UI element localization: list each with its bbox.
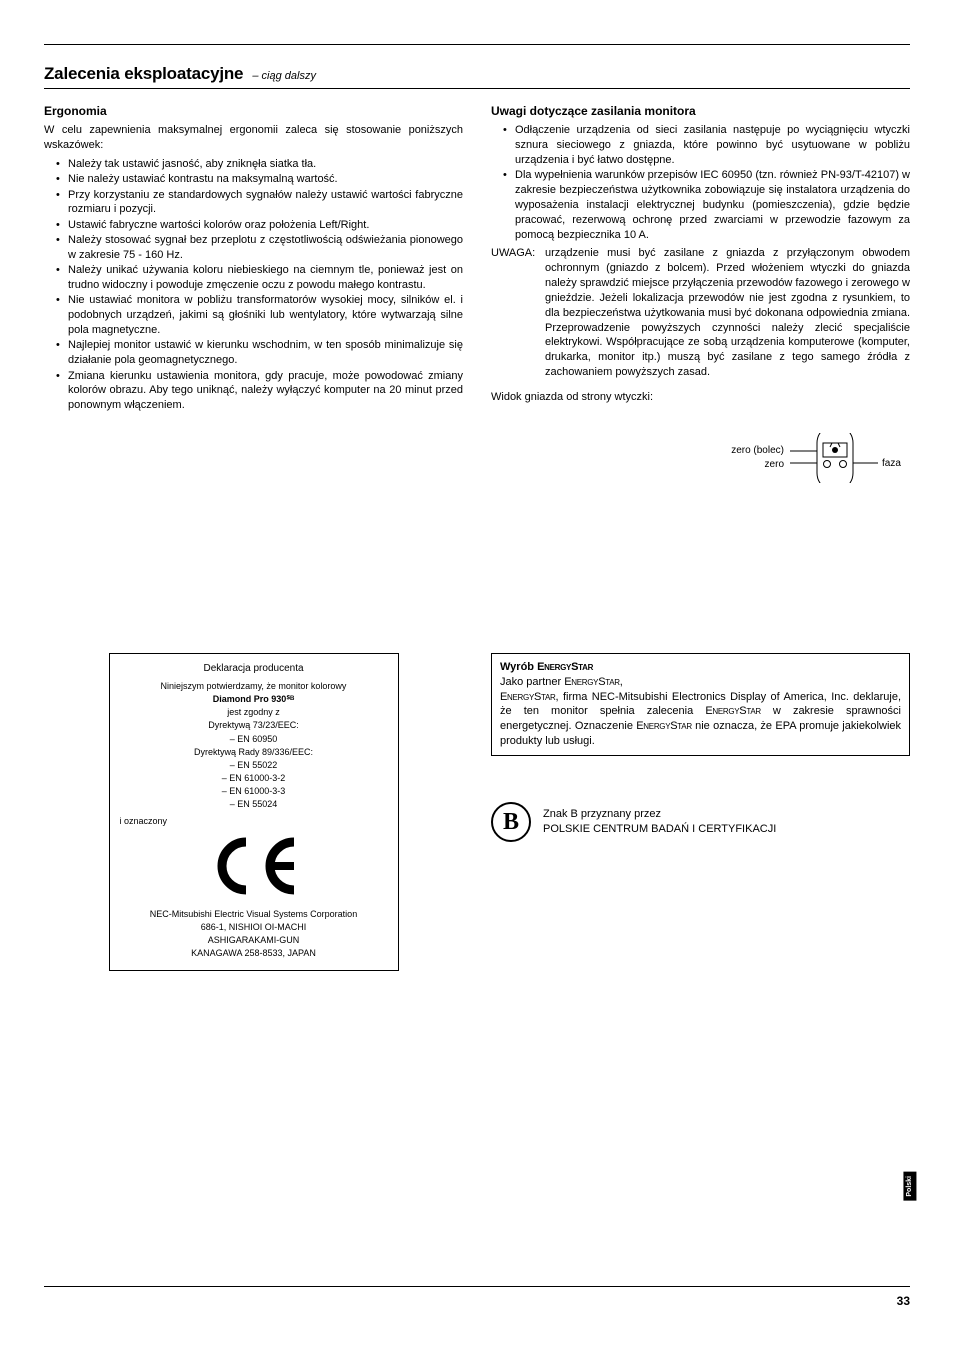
label-zero: zero <box>731 458 784 472</box>
list-item: Odłączenie urządzenia od sieci zasilania… <box>505 123 910 168</box>
bottom-rule <box>44 1286 910 1287</box>
b-line2: POLSKIE CENTRUM BADAŃ I CERTYFIKACJI <box>543 822 776 837</box>
decl-title: Deklaracja producenta <box>118 662 390 677</box>
list-item: Należy stosować sygnał bez przeplotu z c… <box>58 233 463 263</box>
energystar-box: Wyrób EnergyStar Jako partner EnergyStar… <box>491 653 910 756</box>
list-item: Nie ustawiać monitora w pobliżu transfor… <box>58 293 463 338</box>
b-badge-icon: B <box>491 802 531 842</box>
uwaga-text: urządzenie musi być zasilane z gniazda z… <box>545 246 910 380</box>
list-item: Zmiana kierunku ustawienia monitora, gdy… <box>58 369 463 414</box>
decl-addr3: KANAGAWA 258-8533, JAPAN <box>118 947 390 960</box>
decl-d2b: – EN 61000-3-2 <box>118 772 390 785</box>
uwaga-block: UWAGA: urządzenie musi być zasilane z gn… <box>491 246 910 380</box>
b-line1: Znak B przyznany przez <box>543 807 776 822</box>
outlet-line: Widok gniazda od strony wtyczki: <box>491 390 910 405</box>
section-title: Zalecenia eksploatacyjne <box>44 64 243 83</box>
decl-d2c: – EN 61000-3-3 <box>118 785 390 798</box>
list-item: Najlepiej monitor ustawić w kierunku wsc… <box>58 338 463 368</box>
label-zero-bolec: zero (bolec) <box>731 444 784 458</box>
decl-dir1: Dyrektywą 73/23/EEC: <box>118 719 390 732</box>
list-item: Dla wypełnienia warunków przepisów IEC 6… <box>505 168 910 242</box>
decl-line2: jest zgodny z <box>118 706 390 719</box>
socket-left-labels: zero (bolec) zero <box>731 444 784 471</box>
ergonomia-heading: Ergonomia <box>44 103 463 119</box>
right-column: Uwagi dotyczące zasilania monitora Odłąc… <box>491 103 910 483</box>
decl-mfr: NEC-Mitsubishi Electric Visual Systems C… <box>118 908 390 921</box>
ergonomia-intro: W celu zapewnienia maksymalnej ergonomii… <box>44 123 463 153</box>
decl-col: Deklaracja producenta Niniejszym potwier… <box>44 653 463 971</box>
list-item: Przy korzystaniu ze standardowych sygnał… <box>58 188 463 218</box>
list-item: Należy tak ustawić jasność, aby zniknęła… <box>58 157 463 172</box>
decl-line1: Niniejszym potwierdzamy, że monitor kolo… <box>118 680 390 693</box>
socket-diagram: zero (bolec) zero faza <box>731 433 910 483</box>
decl-iozn: i oznaczony <box>120 815 390 828</box>
decl-d1a: – EN 60950 <box>118 733 390 746</box>
title-rule <box>44 88 910 89</box>
list-item: Nie należy ustawiać kontrastu na maksyma… <box>58 172 463 187</box>
decl-dir2: Dyrektywą Rady 89/336/EEC: <box>118 746 390 759</box>
left-column: Ergonomia W celu zapewnienia maksymalnej… <box>44 103 463 483</box>
ce-mark-icon <box>204 836 304 896</box>
b-badge-row: B Znak B przyznany przez POLSKIE CENTRUM… <box>491 802 910 842</box>
es-line1: Jako partner EnergyStar, <box>500 676 623 688</box>
page-number: 33 <box>897 1293 910 1309</box>
top-rule <box>44 44 910 45</box>
list-item: Należy unikać używania koloru niebieskie… <box>58 263 463 293</box>
label-faza: faza <box>882 458 901 469</box>
es-line2: EnergyStar, firma NEC-Mitsubishi Electro… <box>500 691 901 748</box>
decl-addr1: 686-1, NISHIOI OI-MACHI <box>118 921 390 934</box>
b-badge-text: Znak B przyznany przez POLSKIE CENTRUM B… <box>543 807 776 837</box>
section-subtitle: – ciąg dalszy <box>252 70 316 82</box>
socket-icon: faza <box>790 433 910 483</box>
two-columns: Ergonomia W celu zapewnienia maksymalnej… <box>44 103 910 483</box>
list-item: Ustawić fabryczne wartości kolorów oraz … <box>58 218 463 233</box>
decl-addr2: ASHIGARAKAMI-GUN <box>118 934 390 947</box>
uwaga-label: UWAGA: <box>491 246 545 380</box>
ergonomia-list: Należy tak ustawić jasność, aby zniknęła… <box>44 157 463 413</box>
decl-model: Diamond Pro 930ᔆᴮ <box>118 693 390 706</box>
decl-d2a: – EN 55022 <box>118 759 390 772</box>
decl-d2d: – EN 55024 <box>118 798 390 811</box>
power-list: Odłączenie urządzenia od sieci zasilania… <box>491 123 910 242</box>
language-tab: Polski <box>903 1172 916 1201</box>
power-heading: Uwagi dotyczące zasilania monitora <box>491 103 910 119</box>
section-header: Zalecenia eksploatacyjne – ciąg dalszy <box>44 63 910 86</box>
declaration-box: Deklaracja producenta Niniejszym potwier… <box>109 653 399 971</box>
es-title: Wyrób EnergyStar <box>500 661 593 673</box>
es-col: Wyrób EnergyStar Jako partner EnergyStar… <box>491 653 910 971</box>
lower-row: Deklaracja producenta Niniejszym potwier… <box>44 653 910 971</box>
